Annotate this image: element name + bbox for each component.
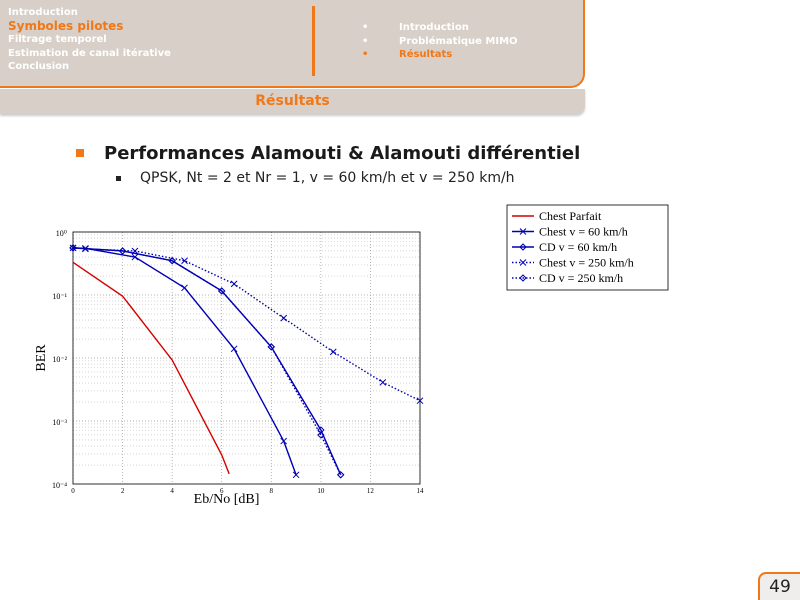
slide-title: Résultats [0, 89, 585, 114]
marker-x [181, 257, 188, 265]
marker-diamond [519, 274, 527, 282]
subsection-list: IntroductionProblématique MIMORésultats [362, 21, 518, 62]
data-point [118, 247, 127, 255]
section-item: Symboles pilotes [8, 18, 124, 33]
marker-x [280, 314, 288, 322]
marker-x [329, 348, 337, 356]
legend-label: CD v = 60 km/h [539, 240, 617, 254]
data-point [519, 243, 527, 251]
series-line [85, 248, 421, 402]
data-point [292, 471, 300, 479]
marker-x [519, 228, 527, 235]
marker-x [416, 397, 424, 405]
marker-diamond [218, 287, 226, 295]
y-tick-label: 10⁰ [56, 229, 67, 238]
marker-x [280, 437, 288, 445]
data-point [336, 471, 345, 479]
marker-x [292, 471, 300, 479]
section-item: Introduction [8, 7, 78, 18]
data-point [168, 257, 176, 265]
data-point [181, 284, 188, 292]
data-point [379, 379, 387, 386]
data-point [317, 431, 325, 439]
series-line [72, 247, 297, 476]
y-tick-label: 10⁻¹ [52, 292, 67, 301]
series-line [72, 247, 342, 476]
marker-diamond [336, 471, 345, 479]
section-item: Filtrage temporel [8, 34, 107, 45]
data-point [519, 228, 527, 235]
section-item: Conclusion [8, 61, 70, 72]
section-item: Estimation de canal itérative [8, 47, 171, 59]
marker-x [379, 379, 387, 386]
marker-diamond [317, 431, 325, 439]
marker-diamond [317, 426, 325, 434]
marker-diamond [168, 257, 176, 265]
data-point [230, 280, 238, 288]
legend-label: Chest Parfait [539, 209, 602, 223]
data-point [218, 287, 226, 295]
y-tick-label: 10⁻⁴ [52, 481, 67, 490]
y-tick-label: 10⁻³ [52, 418, 67, 427]
marker-x [69, 244, 77, 252]
y-axis-label: BER [34, 344, 49, 372]
subsection-item: Problématique MIMO [362, 35, 518, 49]
x-tick-label: 6 [220, 487, 224, 495]
marker-diamond [118, 247, 127, 255]
x-tick-label: 8 [270, 487, 274, 495]
x-tick-label: 14 [417, 487, 425, 495]
marker-x [230, 280, 238, 288]
marker-diamond [519, 243, 527, 251]
subsection-item: Introduction [362, 21, 518, 35]
data-point [519, 259, 527, 266]
marker-diamond [267, 343, 275, 351]
data-point [329, 348, 337, 356]
y-tick-label: 10⁻² [52, 355, 67, 364]
data-point [519, 274, 527, 282]
bullet: Performances Alamouti & Alamouti différe… [104, 143, 581, 164]
legend-label: CD v = 250 km/h [539, 271, 623, 285]
marker-x [230, 345, 238, 353]
subsection-item: Résultats [362, 48, 518, 62]
x-tick-label: 10 [317, 487, 325, 495]
data-point [181, 257, 188, 265]
data-point [267, 343, 275, 351]
x-tick-label: 0 [71, 487, 75, 495]
bullet-marker [76, 149, 84, 157]
x-tick-label: 12 [367, 487, 375, 495]
data-point [69, 244, 77, 252]
plot-frame [72, 231, 421, 485]
data-point [416, 397, 424, 405]
data-point [280, 437, 288, 445]
data-point [69, 244, 77, 252]
section-list: Introduction Symboles pilotes Filtrage tem… [8, 6, 171, 74]
bullet-marker [116, 176, 121, 181]
marker-x [181, 284, 188, 292]
x-axis-label: Eb/No [dB] [194, 492, 260, 507]
marker-diamond [69, 244, 77, 252]
legend-label: Chest v = 60 km/h [539, 225, 628, 239]
data-point [131, 253, 139, 261]
marker-x [519, 259, 527, 266]
data-point [82, 245, 89, 253]
page-number: 49 [758, 572, 800, 600]
x-tick-label: 4 [170, 487, 174, 495]
divider [312, 6, 315, 76]
header: Introduction Symboles pilotes Filtrage tem… [0, 0, 585, 88]
marker-x [131, 253, 139, 261]
x-tick-label: 2 [121, 487, 125, 495]
series-line [72, 261, 230, 475]
sub-bullet: QPSK, Nt = 2 et Nr = 1, v = 60 km/h et v… [140, 170, 515, 186]
data-point [230, 345, 238, 353]
legend-label: Chest v = 250 km/h [539, 256, 634, 270]
data-point [280, 314, 288, 322]
marker-x [82, 245, 89, 253]
data-point [317, 426, 325, 434]
